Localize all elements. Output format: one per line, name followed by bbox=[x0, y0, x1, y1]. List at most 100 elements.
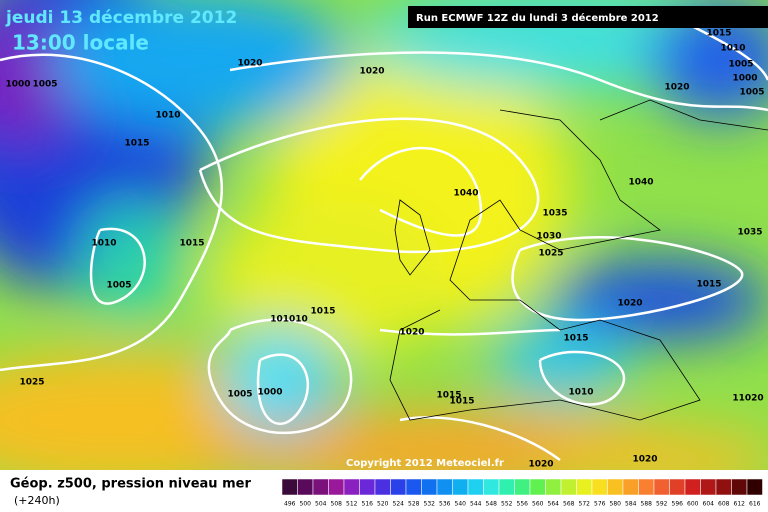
isobar-label: 1020 bbox=[617, 299, 642, 309]
colorbar-label: 604 bbox=[703, 501, 715, 508]
colorbar-swatch bbox=[374, 478, 391, 496]
isobar-label: 1015 bbox=[696, 280, 721, 290]
run-banner bbox=[408, 6, 768, 28]
colorbar-swatch bbox=[312, 478, 329, 496]
isobar-label: 1030 bbox=[536, 232, 561, 242]
colorbar-label: 596 bbox=[672, 501, 684, 508]
colorbar-label: 516 bbox=[362, 501, 374, 508]
isobar-label: 1010 bbox=[155, 111, 180, 121]
copyright: Copyright 2012 Meteociel.fr bbox=[346, 458, 504, 469]
colorbar-label: 500 bbox=[300, 501, 312, 508]
colorbar-label: 528 bbox=[408, 501, 420, 508]
time-title: 13:00 locale bbox=[12, 31, 149, 55]
colorbar-label: 568 bbox=[563, 501, 575, 508]
isobar-label: 1020 bbox=[237, 59, 262, 69]
colorbar-swatch bbox=[684, 478, 701, 496]
isobar-label: 1005 bbox=[227, 390, 252, 400]
isobar-label: 1020 bbox=[632, 455, 657, 465]
colorbar-label: 580 bbox=[610, 501, 622, 508]
colorbar-swatch bbox=[421, 478, 438, 496]
isobar-label: 1020 bbox=[399, 328, 424, 338]
colorbar-swatch bbox=[529, 478, 546, 496]
colorbar-swatch bbox=[622, 478, 639, 496]
colorbar-swatch bbox=[669, 478, 686, 496]
isobar-label: 1010 bbox=[720, 44, 745, 54]
colorbar-label: 616 bbox=[749, 501, 761, 508]
colorbar-swatch bbox=[638, 478, 655, 496]
colorbar-label: 524 bbox=[393, 501, 405, 508]
isobar-label: 1020 bbox=[528, 460, 553, 470]
isobar-label: 1025 bbox=[538, 249, 563, 259]
isobar-label: 1005 bbox=[728, 60, 753, 70]
isobar-label: 1025 bbox=[19, 378, 44, 388]
colorbar-swatch bbox=[405, 478, 422, 496]
colorbar-label: 504 bbox=[315, 501, 327, 508]
colorbar-label: 592 bbox=[656, 501, 668, 508]
isobar-label: 1015 bbox=[706, 29, 731, 39]
colorbar-label: 508 bbox=[331, 501, 343, 508]
colorbar-label: 560 bbox=[532, 501, 544, 508]
colorbar-swatch bbox=[343, 478, 360, 496]
colorbar-swatch bbox=[452, 478, 469, 496]
colorbar-swatch bbox=[436, 478, 453, 496]
colorbar-swatch bbox=[560, 478, 577, 496]
isobar-label: 101010 bbox=[270, 315, 308, 325]
colorbar-label: 588 bbox=[641, 501, 653, 508]
colorbar-swatch bbox=[746, 478, 763, 496]
colorbar-label: 600 bbox=[687, 501, 699, 508]
colorbar-swatch bbox=[653, 478, 670, 496]
isobar-label: 1010 bbox=[568, 388, 593, 398]
colorbar-swatch bbox=[591, 478, 608, 496]
field bbox=[0, 0, 768, 470]
colorbar-label: 572 bbox=[579, 501, 591, 508]
colorbar-label: 564 bbox=[548, 501, 560, 508]
date-title: jeudi 13 décembre 2012 bbox=[5, 8, 237, 28]
colorbar-swatch bbox=[514, 478, 531, 496]
colorbar-swatch bbox=[576, 478, 593, 496]
colorbar-swatch bbox=[483, 478, 500, 496]
isobar-label: 1020 bbox=[359, 67, 384, 77]
isobar-label: 1015 bbox=[449, 397, 474, 407]
isobars bbox=[0, 18, 768, 462]
colorbar-label: 496 bbox=[284, 501, 296, 508]
colorbar-swatch bbox=[281, 478, 298, 496]
colorbar-label: 612 bbox=[734, 501, 746, 508]
colorbar-label: 548 bbox=[486, 501, 498, 508]
isobar-label: 1000 bbox=[732, 74, 757, 84]
colorbar-label: 544 bbox=[470, 501, 482, 508]
isobar-label: 1015 bbox=[563, 334, 588, 344]
isobar-label: 1015 bbox=[124, 139, 149, 149]
colorbar-label: 552 bbox=[501, 501, 513, 508]
colorbar-label: 608 bbox=[718, 501, 730, 508]
colorbar-swatch bbox=[359, 478, 376, 496]
colorbar-swatch bbox=[328, 478, 345, 496]
isobar-label: 1000 bbox=[5, 80, 30, 90]
colorbar-swatch bbox=[715, 478, 732, 496]
legend-lead: (+240h) bbox=[14, 494, 60, 507]
colorbar-swatch bbox=[390, 478, 407, 496]
colorbar-swatch bbox=[607, 478, 624, 496]
isobar-label: 1005 bbox=[739, 88, 764, 98]
colorbar-swatch bbox=[731, 478, 748, 496]
isobar-label: 1010 bbox=[91, 239, 116, 249]
colorbar-label: 512 bbox=[346, 501, 358, 508]
isobar-label: 1015 bbox=[436, 391, 461, 401]
colorbar-swatch bbox=[545, 478, 562, 496]
colorbar-label: 520 bbox=[377, 501, 389, 508]
legend-title: Géop. z500, pression niveau mer bbox=[10, 477, 251, 492]
colorbar-label: 540 bbox=[455, 501, 467, 508]
isobar-label: 1035 bbox=[737, 228, 762, 238]
colorbar-label: 532 bbox=[424, 501, 436, 508]
isobar-label: 1015 bbox=[310, 307, 335, 317]
colorbar-swatch bbox=[498, 478, 515, 496]
isobar-label: 1040 bbox=[453, 189, 478, 199]
isobar-label: 1005 bbox=[106, 281, 131, 291]
colorbar-swatch bbox=[467, 478, 484, 496]
isobar-label: 1020 bbox=[664, 83, 689, 93]
isobar-label: 11020 bbox=[732, 394, 763, 404]
isobar-label: 1005 bbox=[32, 80, 57, 90]
colorbar-label: 536 bbox=[439, 501, 451, 508]
isobar-label: 1000 bbox=[257, 388, 282, 398]
colorbar-swatch bbox=[700, 478, 717, 496]
colorbar-label: 584 bbox=[625, 501, 637, 508]
